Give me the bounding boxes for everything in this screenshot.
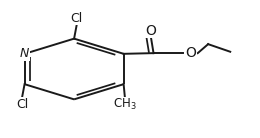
Text: N: N: [20, 47, 29, 60]
Text: O: O: [185, 46, 196, 60]
Text: Cl: Cl: [16, 98, 28, 111]
Text: CH$_3$: CH$_3$: [113, 97, 137, 112]
Text: O: O: [146, 24, 156, 38]
Text: Cl: Cl: [70, 12, 83, 25]
